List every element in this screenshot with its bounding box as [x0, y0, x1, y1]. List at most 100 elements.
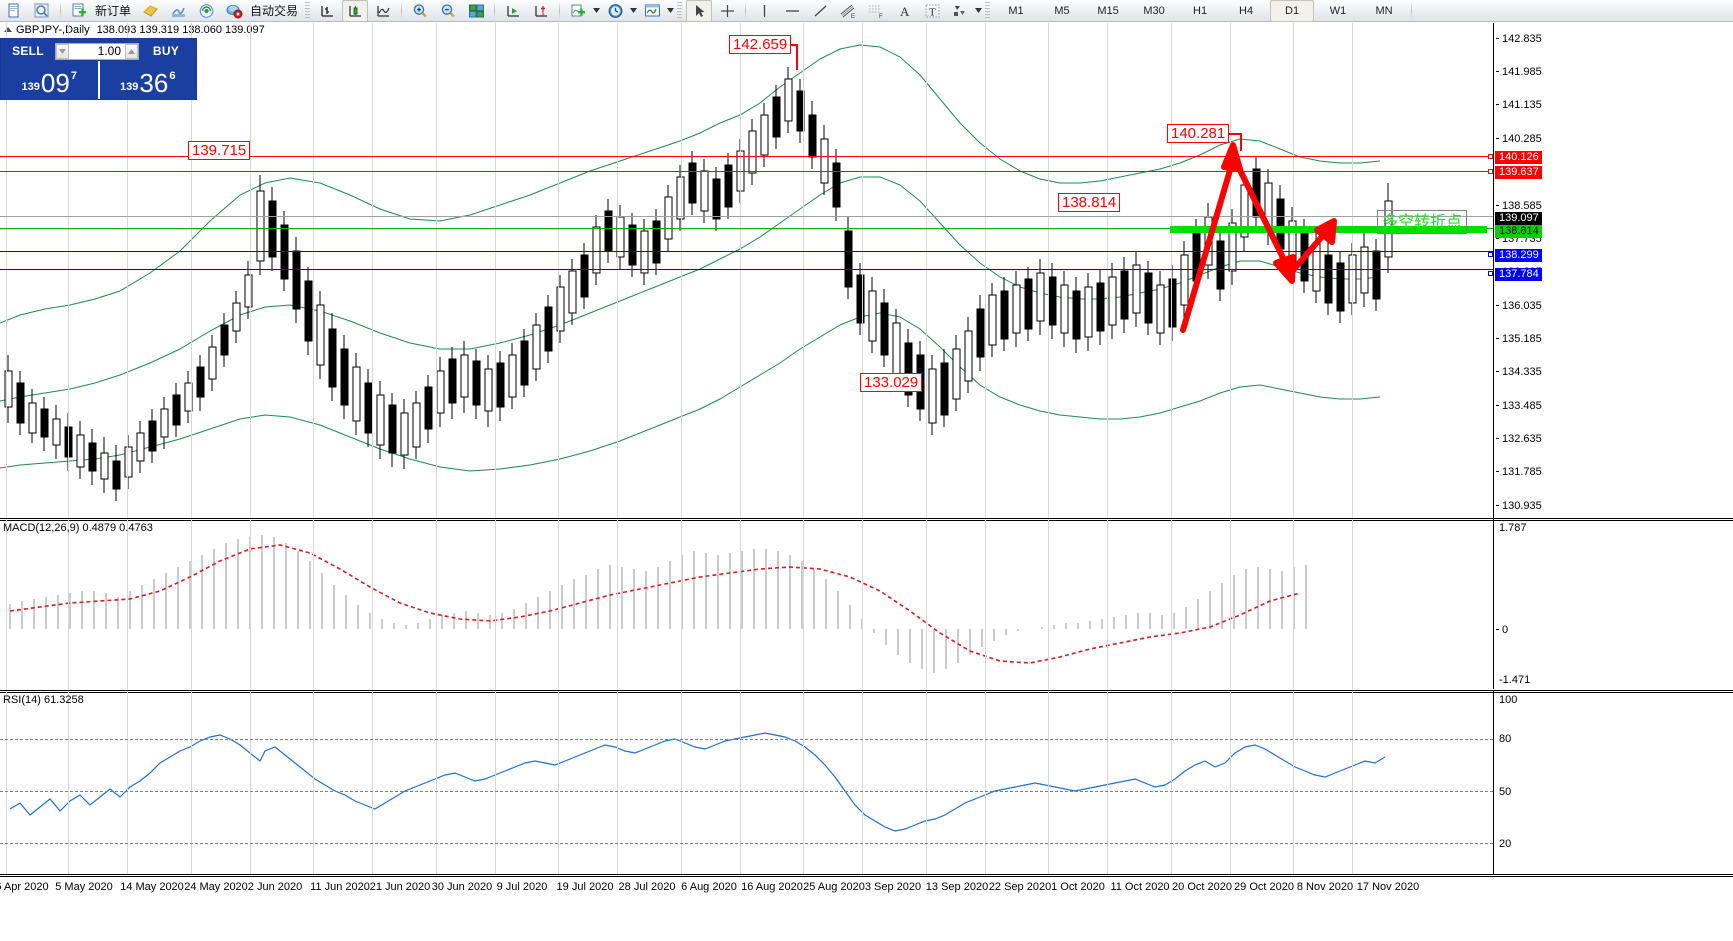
tile-windows-icon[interactable]: [463, 0, 489, 22]
x-tick: 11 Jun 2020: [310, 881, 370, 893]
price-pane[interactable]: 142.659 139.715 133.029 140.281 138.814 …: [0, 23, 1733, 518]
volume-decrement-button[interactable]: [56, 43, 69, 59]
macd-pane[interactable]: MACD(12,26,9) 0.4879 0.4763: [0, 518, 1733, 689]
sell-label: SELL: [12, 44, 44, 58]
tab-timeframe-m30[interactable]: M30: [1143, 4, 1165, 17]
annotation-140281[interactable]: 140.281: [1167, 124, 1230, 143]
level-line-139097: [0, 216, 1493, 217]
level-handle-139637[interactable]: [1488, 169, 1493, 174]
macd-tick: 0: [1502, 624, 1509, 636]
tab-timeframe-mn[interactable]: MN: [1375, 4, 1393, 17]
time-axis[interactable]: 6 Apr 2020 5 May 2020 14 May 2020 24 May…: [0, 874, 1733, 941]
level-line-138299[interactable]: [0, 251, 1493, 252]
candlestick-series: [0, 44, 1393, 501]
volume-increment-button[interactable]: [125, 43, 138, 59]
annotation-133029[interactable]: 133.029: [860, 373, 923, 392]
expert-advisor-icon[interactable]: [137, 0, 163, 22]
period-dropdown-arrow[interactable]: [629, 1, 638, 21]
red-arrow-drawing[interactable]: [0, 23, 1493, 518]
svg-text:T: T: [929, 6, 936, 18]
new-order-label[interactable]: 新订单: [95, 4, 132, 18]
price-tag-138299[interactable]: 138.299: [1495, 249, 1542, 262]
ohlc-values: 138.093 139.319 138.060 139.097: [96, 23, 265, 36]
indicators-icon[interactable]: [165, 0, 191, 22]
shapes-dropdown-arrow[interactable]: [974, 1, 983, 21]
x-tick: 29 Oct 2020: [1234, 881, 1294, 893]
templates-icon[interactable]: [639, 0, 665, 22]
magnifier-data-icon[interactable]: [29, 0, 55, 22]
annotation-142659[interactable]: 142.659: [729, 35, 792, 54]
new-order-icon[interactable]: [66, 0, 92, 22]
toolbar-grip[interactable]: [305, 2, 311, 19]
level-handle-140126[interactable]: [1488, 154, 1493, 159]
macd-plot[interactable]: [0, 519, 1493, 689]
level-handle-138299[interactable]: [1488, 252, 1493, 257]
level-handle-137784[interactable]: [1488, 271, 1493, 276]
signals-icon[interactable]: [193, 0, 219, 22]
auto-trading-icon[interactable]: [221, 0, 247, 22]
price-plot[interactable]: 142.659 139.715 133.029 140.281 138.814: [0, 23, 1493, 518]
price-tag-140126[interactable]: 140.126: [1495, 151, 1542, 164]
tab-timeframe-m1[interactable]: M1: [1008, 4, 1024, 17]
zoom-out-icon[interactable]: [435, 0, 461, 22]
collapse-triangle-icon[interactable]: [4, 27, 12, 32]
volume-input[interactable]: 1.00: [97, 44, 121, 58]
chart-shift-icon[interactable]: [528, 0, 554, 22]
vertical-line-icon[interactable]: [751, 0, 777, 22]
price-axis[interactable]: 142.835 141.985 141.135 140.285 139.435 …: [1488, 23, 1733, 518]
sell-button[interactable]: 139 09 7: [1, 61, 100, 99]
zoom-in-icon[interactable]: [407, 0, 433, 22]
shapes-icon[interactable]: [947, 0, 973, 22]
one-click-prices: 139 09 7 139 36 6: [1, 61, 196, 99]
add-indicator-dropdown-arrow[interactable]: [592, 1, 601, 21]
price-tag-137784[interactable]: 137.784: [1495, 268, 1542, 281]
horizontal-line-icon[interactable]: [779, 0, 805, 22]
level-line-140126[interactable]: [0, 156, 1493, 157]
toolbar-grip-3[interactable]: [985, 2, 991, 19]
macd-axis[interactable]: 1.787 0 -1.471: [1493, 519, 1733, 689]
x-tick: 30 Jun 2020: [431, 881, 493, 893]
buy-button[interactable]: 139 36 6: [100, 61, 197, 99]
rsi-plot[interactable]: [0, 691, 1493, 874]
macd-label: MACD(12,26,9) 0.4879 0.4763: [3, 522, 153, 534]
tab-timeframe-m15[interactable]: M15: [1097, 4, 1119, 17]
equidistant-channel-icon[interactable]: E: [835, 0, 861, 22]
volume-stepper[interactable]: 1.00: [55, 42, 139, 60]
svg-text:F: F: [879, 14, 883, 19]
level-line-137784[interactable]: [0, 269, 1493, 270]
crosshair-icon[interactable]: [714, 0, 740, 22]
fibonacci-icon[interactable]: F: [863, 0, 889, 22]
candlestick-chart-icon[interactable]: [342, 0, 369, 22]
one-click-trading-panel[interactable]: SELL 1.00 BUY 139 09 7 139 36 6: [0, 38, 197, 100]
level-line-139715[interactable]: [0, 171, 1493, 172]
bar-chart-icon[interactable]: [314, 0, 340, 22]
level-line-138814-thin[interactable]: [0, 228, 1493, 229]
chinese-note-label[interactable]: 多空转折点: [1377, 210, 1468, 234]
period-clock-icon[interactable]: [602, 0, 628, 22]
new-chart-icon[interactable]: [1, 0, 27, 22]
tab-timeframe-d1[interactable]: D1: [1270, 0, 1315, 22]
rsi-level-80: [0, 739, 1493, 740]
cursor-icon[interactable]: [686, 0, 713, 22]
x-tick: 6 Aug 2020: [681, 881, 737, 893]
auto-trading-label[interactable]: 自动交易: [250, 4, 299, 18]
text-icon[interactable]: A: [891, 0, 917, 22]
annotation-139715[interactable]: 139.715: [188, 141, 251, 160]
annotation-138814[interactable]: 138.814: [1058, 193, 1121, 212]
line-chart-icon[interactable]: [370, 0, 396, 22]
tab-timeframe-h1[interactable]: H1: [1193, 4, 1208, 17]
toolbar-separator-3: [494, 2, 496, 19]
tab-timeframe-m5[interactable]: M5: [1054, 4, 1070, 17]
rsi-axis[interactable]: 100 80 50 20: [1493, 691, 1733, 874]
add-indicator-icon[interactable]: [565, 0, 591, 22]
trend-line-icon[interactable]: [807, 0, 833, 22]
rsi-pane[interactable]: RSI(14) 61.3258 100 80 50 20: [0, 690, 1733, 874]
toolbar-grip-2[interactable]: [677, 2, 683, 19]
price-tag-139637[interactable]: 139.637: [1495, 166, 1542, 179]
price-tag-138814[interactable]: 138.814: [1495, 225, 1542, 238]
templates-dropdown-arrow[interactable]: [666, 1, 675, 21]
text-label-icon[interactable]: T: [919, 0, 945, 22]
tab-timeframe-w1[interactable]: W1: [1329, 4, 1347, 17]
shift-end-icon[interactable]: [500, 0, 526, 22]
tab-timeframe-h4[interactable]: H4: [1239, 4, 1254, 17]
